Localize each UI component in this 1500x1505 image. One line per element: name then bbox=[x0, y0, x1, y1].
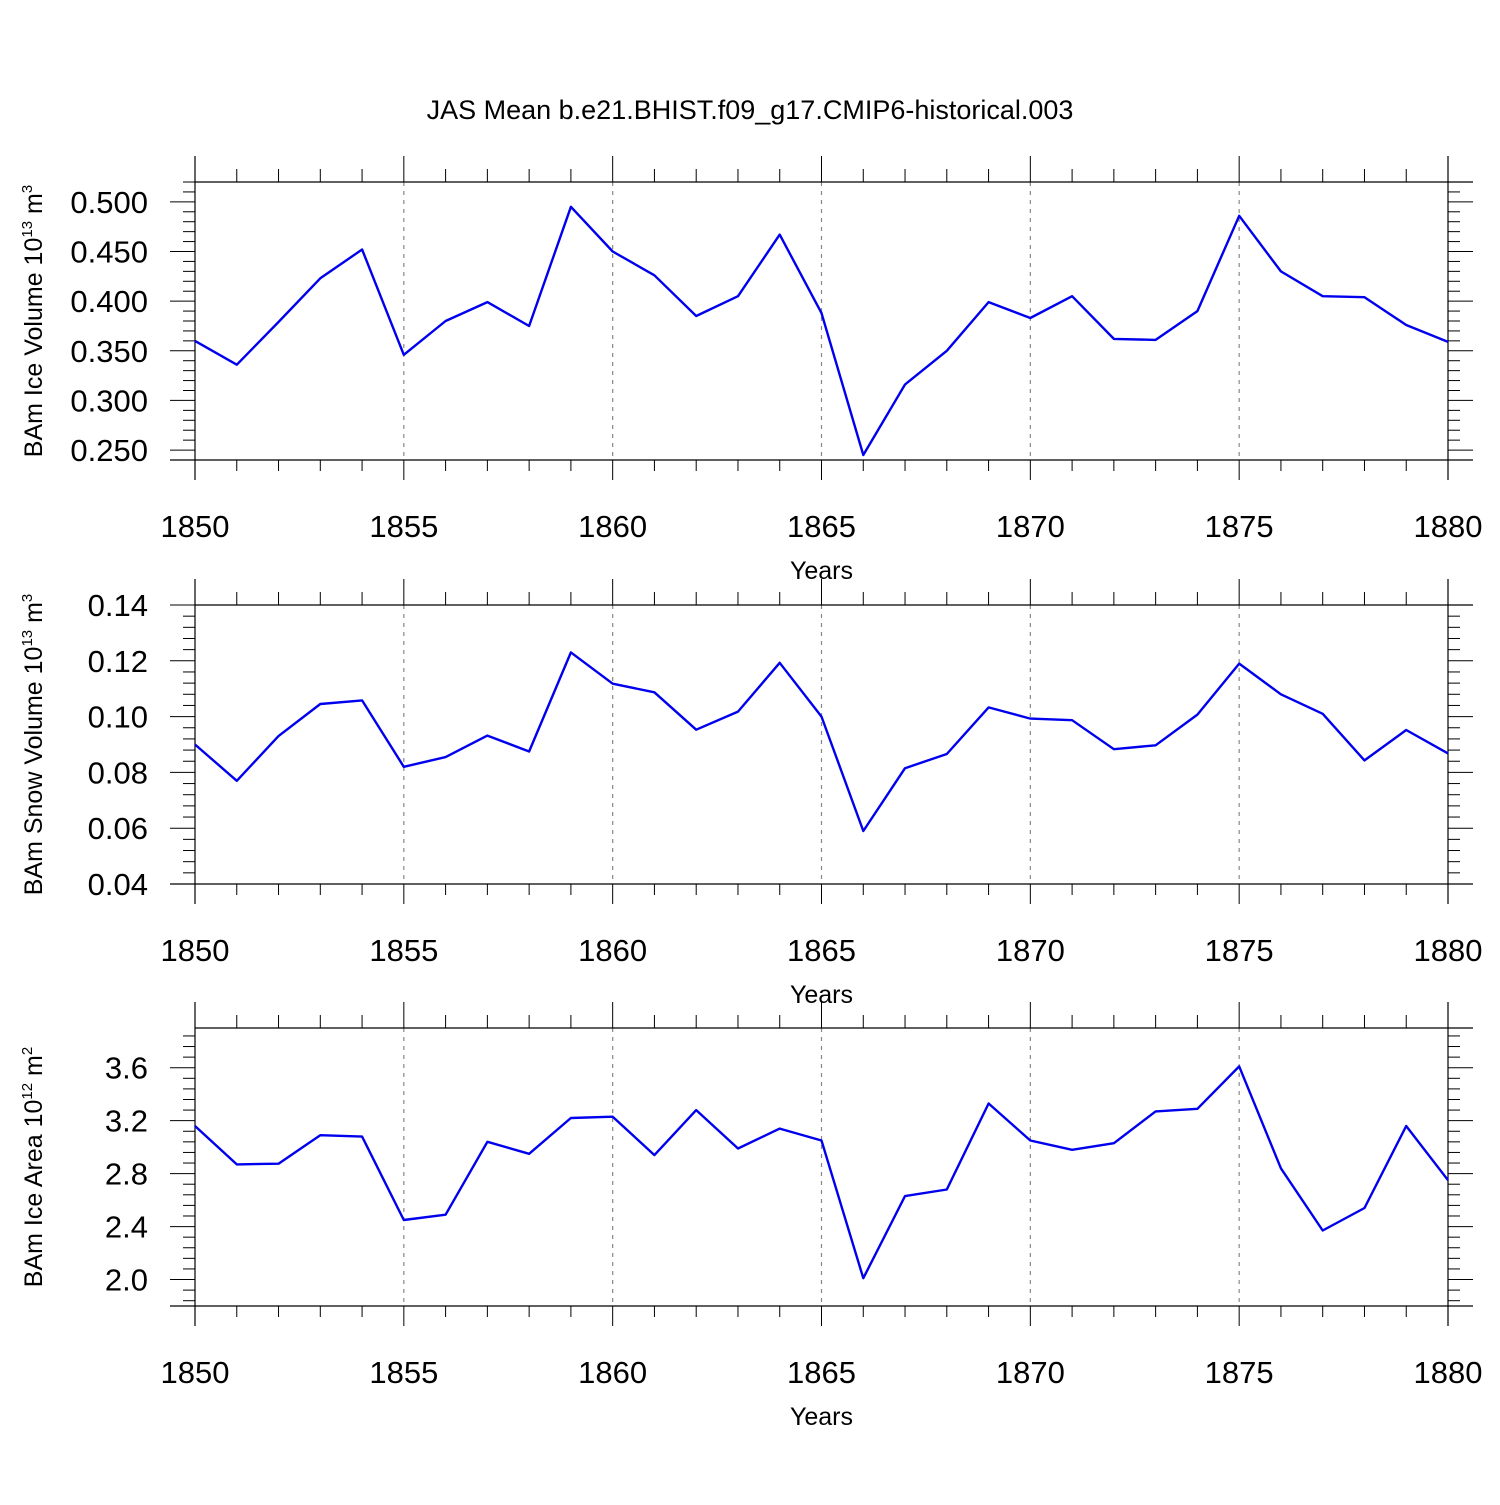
panel-2-y-axis-label-part: BAm Snow Volume 10 bbox=[20, 647, 48, 896]
panel-3-series-line bbox=[194, 1065, 1449, 1280]
panel-1-x-tick-label: 1860 bbox=[578, 509, 647, 544]
panel-2-y-axis-label-part: 13 bbox=[19, 630, 36, 647]
panel-1-y-tick-label: 0.400 bbox=[70, 284, 148, 319]
panel-2-series-line bbox=[194, 651, 1449, 833]
panel-3-y-axis-label-part: 2 bbox=[19, 1047, 36, 1055]
panel-3-y-tick-label: 3.6 bbox=[105, 1051, 148, 1086]
panel-1-x-tick-label: 1880 bbox=[1414, 509, 1483, 544]
panel-3-x-tick-label: 1865 bbox=[787, 1355, 856, 1390]
panel-2-x-tick-label: 1860 bbox=[578, 933, 647, 968]
panel-3-x-tick-label: 1855 bbox=[369, 1355, 438, 1390]
panel-1-y-tick-label: 0.250 bbox=[70, 433, 148, 468]
panel-3-x-axis-label: Years bbox=[790, 1403, 853, 1431]
panel-1-y-tick-label: 0.500 bbox=[70, 185, 148, 220]
panel-1-y-axis-label: BAm Ice Volume 1013 m3 bbox=[19, 185, 48, 457]
panel-1-y-axis-label-part: 3 bbox=[19, 185, 36, 193]
panel-3-x-tick-label: 1875 bbox=[1205, 1355, 1274, 1390]
panel-1-y-tick-label: 0.450 bbox=[70, 235, 148, 270]
panel-3-y-tick-label: 3.2 bbox=[105, 1104, 148, 1139]
panel-2-x-tick-label: 1855 bbox=[369, 933, 438, 968]
panel-3-y-axis-label-part: 12 bbox=[19, 1083, 36, 1100]
panel-2-y-tick-label: 0.08 bbox=[88, 755, 148, 790]
chart-title: JAS Mean b.e21.BHIST.f09_g17.CMIP6-histo… bbox=[427, 95, 1074, 125]
panel-3-y-tick-label: 2.8 bbox=[105, 1157, 148, 1192]
panel-3-y-axis-label-part: m bbox=[20, 1055, 48, 1083]
panel-1-x-tick-label: 1865 bbox=[787, 509, 856, 544]
panel-1-y-tick-label: 0.350 bbox=[70, 334, 148, 369]
panel-2-x-tick-label: 1875 bbox=[1205, 933, 1274, 968]
panel-1-x-tick-label: 1850 bbox=[161, 509, 230, 544]
panel-1-x-tick-label: 1875 bbox=[1205, 509, 1274, 544]
panel-2-y-tick-label: 0.10 bbox=[88, 700, 148, 735]
panel-1-y-axis-label-part: m bbox=[20, 193, 48, 221]
panel-3-x-tick-label: 1870 bbox=[996, 1355, 1065, 1390]
panel-3-y-axis-label: BAm Ice Area 1012 m2 bbox=[19, 1047, 48, 1287]
panel-1-x-tick-label: 1855 bbox=[369, 509, 438, 544]
panel-2-x-tick-label: 1850 bbox=[161, 933, 230, 968]
panel-2-y-axis-label: BAm Snow Volume 1013 m3 bbox=[19, 594, 48, 896]
panel-1-x-tick-label: 1870 bbox=[996, 509, 1065, 544]
panel-2-y-axis-label-part: m bbox=[20, 602, 48, 630]
panel-2-y-tick-label: 0.06 bbox=[88, 811, 148, 846]
panel-1-y-tick-label: 0.300 bbox=[70, 383, 148, 418]
panel-1-y-axis-label-part: 13 bbox=[19, 221, 36, 238]
panel-2-x-tick-label: 1870 bbox=[996, 933, 1065, 968]
panel-2-y-tick-label: 0.12 bbox=[88, 644, 148, 679]
panel-1-series-line bbox=[194, 205, 1449, 457]
panel-1-y-axis-label-part: BAm Ice Volume 10 bbox=[20, 238, 48, 458]
panel-3-y-tick-label: 2.0 bbox=[105, 1263, 148, 1298]
panel-2-x-tick-label: 1880 bbox=[1414, 933, 1483, 968]
panel-3-x-tick-label: 1850 bbox=[161, 1355, 230, 1390]
panel-2-x-tick-label: 1865 bbox=[787, 933, 856, 968]
panel-3-x-tick-label: 1880 bbox=[1414, 1355, 1483, 1390]
panel-3-y-tick-label: 2.4 bbox=[105, 1210, 148, 1245]
panel-1: 0.250 0.300 0.350 0.400 0.450 0.500 1850 1855 18… bbox=[19, 156, 1482, 585]
panel-3-x-tick-label: 1860 bbox=[578, 1355, 647, 1390]
panel-2-y-axis-label-part: 3 bbox=[19, 594, 36, 602]
panel-2-y-tick-label: 0.04 bbox=[88, 867, 148, 902]
panel-2: 0.04 0.06 0.08 0.10 0.12 0.14 1850 1855 1860 1865… bbox=[19, 579, 1482, 1009]
panel-2-y-tick-label: 0.14 bbox=[88, 588, 148, 623]
panel-3-y-axis-label-part: BAm Ice Area 10 bbox=[20, 1100, 48, 1288]
panel-3: 2.0 2.4 2.8 3.2 3.6 1850 1855 1860 1865 1870 1875 1… bbox=[19, 1002, 1482, 1431]
